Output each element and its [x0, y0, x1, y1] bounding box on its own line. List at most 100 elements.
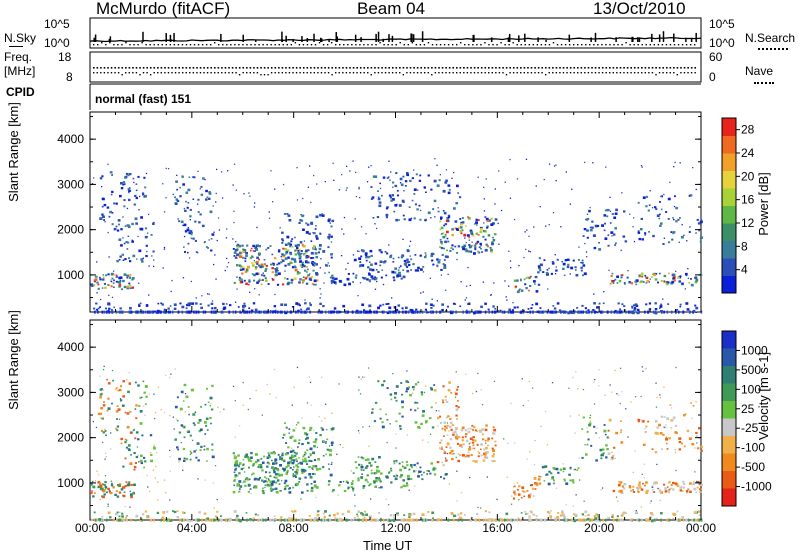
scatter-point [390, 171, 392, 173]
scatter-point [345, 480, 349, 483]
scatter-point [256, 310, 259, 314]
scatter-point [420, 292, 422, 294]
scatter-point [581, 513, 584, 516]
scatter-point [476, 443, 479, 446]
freq-dot [530, 67, 533, 69]
scatter-point [354, 505, 356, 507]
scatter-point [374, 479, 378, 483]
scatter-point [294, 244, 298, 247]
scatter-point [312, 465, 316, 468]
scatter-point [373, 420, 377, 423]
scatter-point [401, 415, 404, 418]
scatter-point [198, 419, 202, 422]
scatter-point [648, 231, 650, 233]
scatter-point [216, 239, 218, 242]
scatter-point [405, 390, 408, 393]
nsky-spike [391, 35, 394, 42]
scatter-point [454, 436, 457, 438]
scatter-point [235, 467, 238, 470]
scatter-point [267, 283, 270, 285]
scatter-point [124, 225, 127, 227]
scatter-point [694, 510, 697, 514]
scatter-point [293, 386, 295, 388]
scatter-point [660, 415, 664, 418]
scatter-point [553, 481, 555, 484]
scatter-point [378, 477, 380, 479]
scatter-point [299, 219, 302, 222]
scatter-point [672, 481, 675, 484]
scatter-point [298, 255, 301, 257]
scatter-point [379, 408, 382, 411]
scatter-point [654, 278, 658, 281]
scatter-point [313, 429, 315, 431]
scatter-point [461, 221, 465, 224]
nave-dot [552, 72, 554, 74]
nsky-spike [109, 36, 112, 42]
scatter-point [444, 255, 447, 258]
scatter-point [268, 454, 271, 457]
scatter-point [317, 458, 320, 461]
ground-band-point [299, 518, 302, 522]
scatter-point [654, 302, 657, 305]
scatter-point [124, 242, 126, 245]
scatter-point [371, 268, 375, 272]
scatter-point [265, 279, 268, 282]
scatter-point [389, 514, 393, 517]
scatter-point [302, 426, 306, 430]
scatter-point [104, 286, 107, 289]
freq-dot [605, 67, 608, 69]
scatter-point [459, 229, 463, 233]
scatter-point [233, 221, 235, 224]
nsearch-dot [363, 44, 365, 46]
nsearch-dot [689, 44, 692, 46]
scatter-point [310, 201, 312, 204]
scatter-point [329, 449, 333, 452]
ground-band-point [208, 518, 210, 522]
scatter-point [451, 244, 454, 247]
nsearch-dot [500, 42, 502, 44]
scatter-point [669, 404, 672, 406]
scatter-point [352, 472, 355, 474]
scatter-point [465, 225, 467, 227]
scatter-point [456, 228, 459, 231]
scatter-point [300, 308, 303, 311]
scatter-point [280, 473, 283, 477]
ground-band-point [112, 518, 115, 522]
scatter-point [225, 237, 228, 239]
scatter-point [450, 247, 453, 249]
scatter-point [524, 511, 527, 513]
scatter-point [449, 438, 453, 441]
scatter-point [129, 307, 132, 310]
scatter-point [569, 415, 572, 417]
nsearch-dot [343, 44, 345, 46]
scatter-point [645, 205, 648, 208]
scatter-point [236, 288, 238, 290]
scatter-point [609, 384, 611, 386]
scatter-point [122, 486, 126, 489]
scatter-point [637, 201, 640, 204]
scatter-point [668, 241, 671, 244]
scatter-point [436, 416, 440, 420]
scatter-point [525, 513, 527, 515]
scatter-point [431, 298, 433, 300]
scatter-point [204, 179, 206, 181]
scatter-point [131, 431, 133, 433]
scatter-point [199, 428, 203, 431]
scatter-point [555, 266, 557, 268]
scatter-point [176, 516, 180, 519]
scatter-point [138, 249, 142, 253]
nsky-spike [651, 33, 653, 42]
ground-band-point [163, 310, 165, 314]
scatter-point [408, 245, 411, 247]
scatter-point [330, 463, 333, 465]
ground-band-point [327, 518, 329, 522]
scatter-point [580, 266, 583, 269]
scatter-point [282, 183, 285, 186]
scatter-point [183, 223, 187, 227]
scatter-point [450, 310, 452, 312]
scatter-point [403, 259, 407, 263]
scatter-point [178, 431, 182, 434]
nsky-spike [472, 34, 474, 42]
scatter-point [617, 500, 619, 502]
ground-band-point [510, 310, 513, 314]
